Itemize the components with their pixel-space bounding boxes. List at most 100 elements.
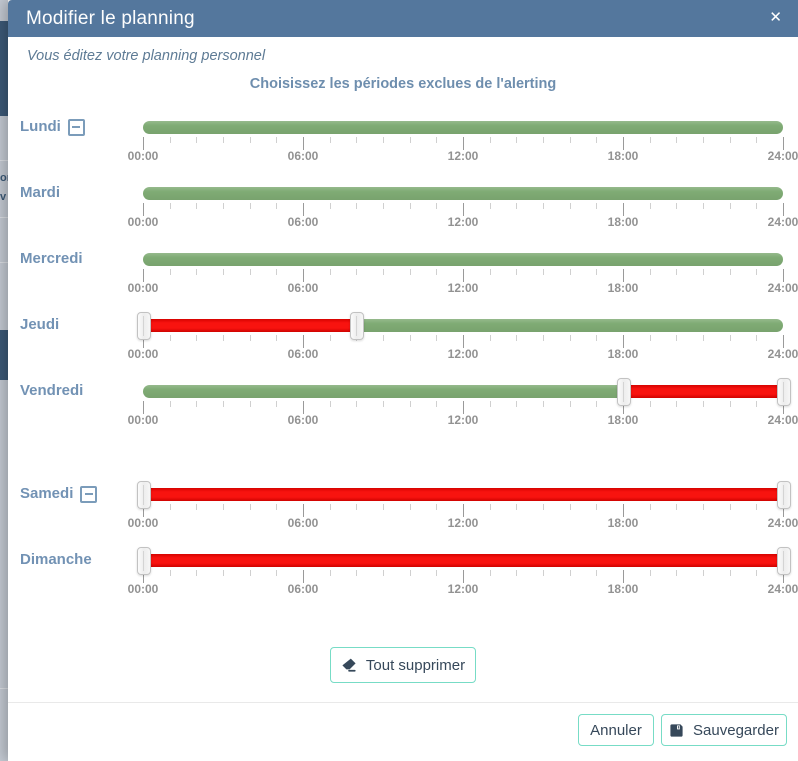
tick-label: 00:00	[127, 215, 159, 229]
slider-range-included[interactable]	[143, 385, 623, 398]
slider-handle[interactable]	[777, 378, 791, 406]
minor-tick	[596, 401, 598, 407]
slider-range-excluded[interactable]	[143, 319, 357, 332]
tick-label: 12:00	[447, 149, 479, 163]
minor-tick	[729, 137, 731, 143]
major-tick	[143, 137, 144, 150]
minor-tick	[516, 137, 518, 143]
slider-handle[interactable]	[137, 481, 151, 509]
minor-tick	[569, 570, 571, 576]
save-icon	[669, 723, 684, 738]
time-range-slider[interactable]: 00:00 06:00 12:00 18:00 24:00	[128, 378, 798, 427]
slider-handle[interactable]	[777, 547, 791, 575]
major-tick	[303, 137, 304, 150]
collapse-day-icon[interactable]	[67, 118, 85, 136]
time-range-slider[interactable]: 00:00 06:00 12:00 18:00 24:00	[128, 547, 798, 596]
minor-tick	[489, 335, 491, 341]
major-tick	[783, 570, 784, 583]
tick-label: 24:00	[767, 516, 798, 530]
time-range-slider[interactable]: 00:00 06:00 12:00 18:00 24:00	[128, 481, 798, 530]
minor-tick	[169, 269, 171, 275]
time-range-slider[interactable]: 00:00 06:00 12:00 18:00 24:00	[128, 187, 798, 229]
minor-tick	[223, 504, 224, 510]
minor-tick	[703, 401, 704, 407]
footer-divider	[8, 702, 798, 703]
close-icon[interactable]: ✕	[769, 9, 782, 26]
minor-tick	[223, 137, 224, 143]
section-heading: Choisissez les périodes exclues de l'ale…	[249, 76, 557, 92]
minor-tick	[489, 401, 491, 407]
minor-tick	[756, 137, 758, 143]
minor-tick	[223, 335, 224, 341]
minor-tick	[489, 269, 491, 275]
tick-label: 00:00	[127, 149, 159, 163]
tick-label: 12:00	[447, 516, 479, 530]
time-range-slider[interactable]: 00:00 06:00 12:00 18:00 24:00	[128, 253, 798, 295]
minor-tick	[489, 203, 491, 209]
cancel-button[interactable]: Annuler	[578, 714, 654, 746]
slider-range-included[interactable]	[143, 253, 783, 266]
slider-range-excluded[interactable]	[143, 554, 783, 567]
tick-label: 24:00	[767, 215, 798, 229]
background-text-fragment: v	[0, 191, 7, 203]
slider-handle[interactable]	[137, 547, 151, 575]
minor-tick	[409, 504, 411, 510]
slider-handle[interactable]	[617, 378, 631, 406]
minor-tick	[356, 504, 358, 510]
time-range-slider[interactable]: 00:00 06:00 12:00 18:00 24:00	[128, 121, 798, 163]
minor-tick	[729, 335, 731, 341]
tick-label: 24:00	[767, 413, 798, 427]
minor-tick	[436, 203, 438, 209]
minor-tick	[329, 504, 331, 510]
tick-label: 00:00	[127, 516, 159, 530]
slider-range-included[interactable]	[356, 319, 783, 332]
minor-tick	[249, 504, 251, 510]
minor-tick	[543, 203, 544, 209]
minor-tick	[756, 269, 758, 275]
tick-label: 18:00	[607, 281, 639, 295]
day-label: Dimanche	[20, 551, 92, 568]
major-tick	[303, 401, 304, 414]
slider-handle[interactable]	[350, 312, 365, 340]
minor-tick	[169, 504, 171, 510]
slider-range-included[interactable]	[143, 121, 783, 134]
major-tick	[143, 335, 144, 348]
slider-range-excluded[interactable]	[143, 488, 783, 501]
tick-label: 18:00	[607, 516, 639, 530]
minor-tick	[329, 335, 331, 341]
slider-range-excluded[interactable]	[623, 385, 783, 398]
minor-tick	[276, 401, 278, 407]
background-block	[0, 21, 8, 116]
save-button[interactable]: Sauvegarder	[661, 714, 787, 746]
major-tick	[303, 335, 304, 348]
minor-tick	[383, 137, 384, 143]
tick-label: 12:00	[447, 347, 479, 361]
major-tick	[303, 269, 304, 282]
minor-tick	[249, 137, 251, 143]
minor-tick	[703, 269, 704, 275]
minor-tick	[169, 137, 171, 143]
slider-handle[interactable]	[137, 312, 151, 340]
slider-handle[interactable]	[777, 481, 791, 509]
minor-tick	[356, 269, 358, 275]
time-range-slider[interactable]: 00:00 06:00 12:00 18:00 24:00	[128, 312, 798, 361]
minor-tick	[729, 570, 731, 576]
tick-label: 24:00	[767, 281, 798, 295]
major-tick	[463, 570, 464, 583]
collapse-day-icon[interactable]	[80, 485, 98, 503]
minor-tick	[543, 401, 544, 407]
minor-tick	[516, 570, 518, 576]
minor-tick	[356, 203, 358, 209]
day-label: Mardi	[20, 184, 61, 201]
minor-tick	[516, 269, 518, 275]
clear-all-button[interactable]: Tout supprimer	[330, 647, 476, 683]
tick-label: 00:00	[127, 582, 159, 596]
minor-tick	[196, 137, 198, 143]
tick-label: 18:00	[607, 582, 639, 596]
minor-tick	[223, 401, 224, 407]
modal-subtitle: Vous éditez votre planning personnel	[27, 48, 266, 64]
major-tick	[303, 570, 304, 583]
tick-label: 06:00	[287, 582, 319, 596]
slider-range-included[interactable]	[143, 187, 783, 200]
minor-tick	[756, 203, 758, 209]
